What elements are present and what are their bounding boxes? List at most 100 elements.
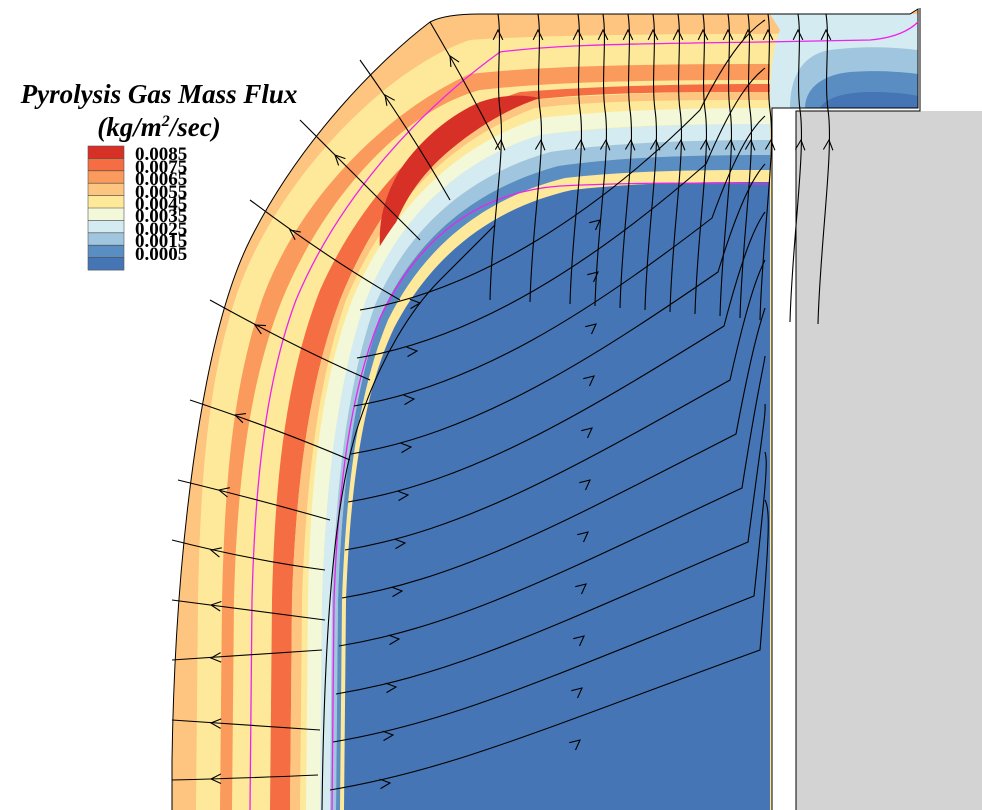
streamline-arrow [587, 271, 599, 283]
legend-swatch [88, 257, 124, 271]
streamline-arrow [288, 229, 301, 241]
streamline-arrow [569, 739, 581, 751]
field-band-15 [820, 92, 918, 108]
streamline [249, 199, 401, 301]
streamline-arrow [572, 28, 584, 41]
streamline-arrow [209, 773, 222, 785]
legend-label: 0.0025 [135, 218, 188, 240]
streamline [739, 13, 753, 319]
streamline-arrow [699, 138, 711, 151]
legend-swatch [88, 232, 124, 246]
legend-label: 0.0005 [135, 243, 188, 265]
streamline [529, 13, 542, 303]
streamline-arrow [589, 219, 601, 231]
streamline-arrow [574, 138, 586, 151]
streamline-arrow [217, 487, 230, 498]
streamline [171, 539, 326, 571]
streamline-arrow [382, 730, 395, 742]
streamline-arrow [597, 28, 609, 41]
legend-label: 0.0085 [135, 144, 188, 166]
streamline-arrow [585, 323, 597, 335]
streamline-arrow [571, 687, 583, 699]
streamline-arrow [253, 324, 267, 335]
streamline [344, 259, 766, 551]
legend-label: 0.0045 [135, 194, 188, 215]
streamline [644, 13, 658, 311]
streamline-arrow [494, 138, 506, 151]
streamline [347, 211, 766, 503]
legend-label: 0.0055 [135, 181, 188, 203]
streamline-arrow [397, 490, 410, 502]
streamline-arrow [534, 138, 546, 151]
streamline [171, 774, 319, 781]
legend-swatch [88, 220, 124, 234]
streamline [694, 13, 708, 315]
streamline [321, 224, 496, 810]
streamline-arrow [391, 586, 404, 598]
streamline-arrow [334, 154, 346, 166]
streamline [189, 399, 351, 461]
legend-units: (kg/m2/sec) [97, 112, 221, 142]
legend-title: Pyrolysis Gas Mass Flux [20, 79, 298, 109]
streamline-arrow [403, 394, 416, 406]
streamline [177, 479, 331, 521]
streamline-arrow [394, 538, 407, 550]
streamline-arrow [742, 28, 754, 41]
streamline-arrow [579, 479, 591, 491]
streamline-arrow [822, 138, 834, 151]
streamline [789, 13, 803, 323]
streamline-arrow [794, 138, 806, 151]
streamline [359, 59, 451, 201]
legend-swatch [88, 158, 124, 172]
streamline [669, 13, 683, 313]
streamline-arrow [384, 93, 395, 106]
legend-label: 0.0075 [135, 156, 188, 178]
streamline-arrow [599, 138, 611, 151]
streamline-arrow [209, 547, 222, 558]
streamline [299, 119, 421, 241]
streamline [171, 649, 323, 661]
streamline [350, 163, 766, 455]
streamline-arrow [674, 138, 686, 151]
streamline [759, 13, 773, 321]
streamline-arrow [573, 635, 585, 647]
streamline [341, 307, 766, 599]
domain-outline [171, 8, 919, 810]
streamline-arrow [583, 375, 595, 387]
streamline-arrow [624, 138, 636, 151]
streamline-arrow [724, 138, 736, 151]
streamline-arrow [577, 531, 589, 543]
streamline [619, 13, 633, 309]
streamline-arrow [209, 652, 222, 663]
inner-magenta-contour [331, 182, 771, 810]
streamline-arrow [209, 718, 222, 729]
magenta-contours [249, 21, 919, 810]
streamline-arrow [449, 54, 460, 68]
streamline-arrow [762, 28, 774, 41]
streamline [429, 21, 501, 151]
streamline [489, 13, 502, 301]
streamline-arrow [575, 583, 587, 595]
streamline [817, 13, 831, 325]
streamline-arrow [209, 600, 222, 612]
streamline-arrow [672, 28, 684, 41]
streamline [569, 13, 582, 305]
streamline-arrow [649, 138, 661, 151]
streamline-arrow [722, 28, 734, 41]
streamlines [171, 13, 834, 810]
streamline-arrow [792, 28, 804, 41]
streamline [335, 403, 766, 695]
streamline-arrow [581, 427, 593, 439]
legend-swatch [88, 208, 124, 221]
legend-swatch [88, 146, 124, 159]
legend-label: 0.0035 [135, 206, 188, 228]
substructure-block [796, 111, 982, 810]
field-band-6 [379, 95, 540, 251]
streamline-arrow [622, 28, 634, 41]
streamline [329, 499, 769, 791]
streamline-arrow [820, 28, 832, 41]
streamline-arrow [764, 138, 776, 151]
legend-swatch [88, 195, 124, 209]
